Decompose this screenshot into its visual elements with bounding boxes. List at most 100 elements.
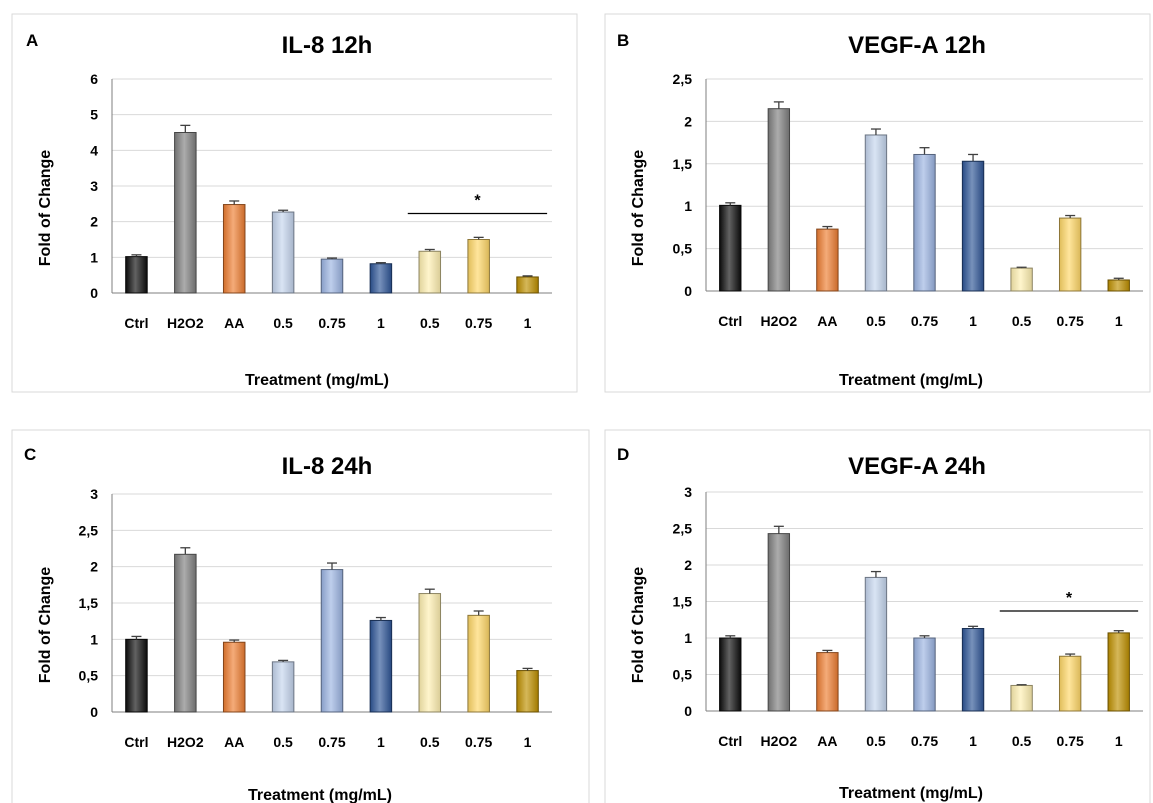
bar [1058, 217, 1082, 292]
x-tick-label: 1 [969, 733, 977, 749]
panel-a-frame [11, 13, 578, 393]
bar [174, 553, 197, 713]
bar [1107, 632, 1130, 712]
bar [271, 661, 295, 713]
panel-d: D VEGF-A 24h Fold of Change Treatment (m… [604, 429, 1151, 803]
x-tick-label: Ctrl [718, 733, 742, 749]
bar [271, 211, 295, 294]
y-tick-label: 0,5 [673, 241, 693, 257]
y-tick-label: 2,5 [673, 521, 693, 537]
y-tick-label: 0,5 [673, 667, 693, 683]
panel-c-title: IL-8 24h [282, 453, 373, 480]
x-tick-label: 1 [377, 734, 385, 750]
bar [467, 614, 490, 713]
x-tick-label: 1 [1115, 733, 1123, 749]
bar [516, 276, 539, 294]
panel-c-letter: C [24, 445, 36, 464]
y-tick-label: 3 [684, 484, 692, 500]
panel-b-ylabel: Fold of Change [630, 150, 647, 267]
panel-a-xlabel: Treatment (mg/mL) [245, 372, 389, 389]
panel-d-letter: D [617, 445, 629, 464]
y-tick-label: 2,5 [79, 522, 99, 538]
y-tick-label: 0 [90, 704, 98, 720]
bar [1010, 684, 1033, 712]
x-tick-label: 0.75 [911, 733, 938, 749]
bar [125, 638, 148, 713]
x-tick-label: 0.75 [318, 734, 345, 750]
x-tick-label: AA [224, 734, 244, 750]
panel-a-plot: 0 1 2 3 4 5 6 Ctrl H2O2 AA 0.5 0.75 1 0.5 0.75 1 * [90, 71, 552, 331]
bar [418, 250, 442, 294]
y-tick-label: 3 [90, 486, 98, 502]
x-tick-label: AA [817, 733, 837, 749]
panel-d-frame [604, 429, 1151, 803]
bar [816, 652, 839, 712]
panel-c-xlabel: Treatment (mg/mL) [248, 787, 392, 803]
panel-d-title: VEGF-A 24h [848, 453, 986, 480]
panel-d-plot: 0 0,5 1 1,5 2 2,5 3 Ctrl H2O2 AA 0.5 0.75 1 0.5 0.75 1 * [673, 484, 1143, 749]
bar [719, 637, 742, 712]
x-tick-label: H2O2 [761, 733, 798, 749]
panel-a-title: IL-8 12h [282, 32, 373, 59]
x-tick-label: AA [817, 313, 837, 329]
x-tick-label: H2O2 [167, 734, 204, 750]
bar [467, 239, 490, 294]
bar [1107, 279, 1130, 292]
x-tick-label: 0.5 [273, 734, 293, 750]
bar [222, 641, 246, 713]
x-tick-label: 0.5 [866, 733, 886, 749]
panel-b-letter: B [617, 31, 629, 50]
panel-c: C IL-8 24h Fold of Change Treatment (mg/… [11, 429, 590, 803]
x-tick-label: 0.5 [420, 734, 440, 750]
bar [913, 153, 936, 292]
x-tick-label: 0.75 [465, 315, 492, 331]
y-tick-label: 6 [90, 71, 98, 87]
x-tick-label: Ctrl [718, 313, 742, 329]
x-tick-label: 0.75 [1057, 313, 1084, 329]
y-tick-label: 2 [684, 557, 692, 573]
y-tick-label: 0 [90, 285, 98, 301]
bar [320, 569, 344, 713]
x-tick-label: 0.5 [420, 315, 440, 331]
x-tick-label: Ctrl [124, 734, 148, 750]
x-tick-label: 0.75 [465, 734, 492, 750]
x-tick-label: 0.75 [318, 315, 345, 331]
panel-c-plot: 0 0,5 1 1,5 2 2,5 3 Ctrl H2O2 AA 0.5 0.75 1 0.5 0.75 1 [79, 486, 552, 750]
bar [369, 619, 393, 713]
y-tick-label: 1 [684, 630, 692, 646]
panel-a-letter: A [26, 31, 38, 50]
bar [864, 576, 888, 712]
y-tick-label: 3 [90, 178, 98, 194]
x-tick-label: 0.75 [911, 313, 938, 329]
bar [767, 108, 791, 292]
bar [1010, 267, 1033, 292]
y-tick-label: 2 [684, 113, 692, 129]
panel-d-xlabel: Treatment (mg/mL) [839, 785, 983, 802]
significance-star: * [474, 192, 481, 209]
bar [961, 628, 985, 712]
panel-d-ylabel: Fold of Change [630, 567, 647, 684]
bar [174, 132, 197, 294]
bar [767, 533, 791, 712]
x-tick-label: 1 [969, 313, 977, 329]
y-tick-label: 0,5 [79, 668, 99, 684]
y-tick-label: 2,5 [673, 71, 693, 87]
x-tick-label: AA [224, 315, 244, 331]
x-tick-label: H2O2 [167, 315, 204, 331]
panel-a: A IL-8 12h Fold of Change Treatment (mg/… [11, 13, 578, 393]
panel-b-frame [604, 13, 1151, 393]
y-tick-label: 1,5 [673, 594, 693, 610]
x-tick-label: 0.5 [1012, 313, 1032, 329]
bar [125, 256, 148, 294]
x-tick-label: H2O2 [761, 313, 798, 329]
y-tick-label: 1,5 [79, 595, 99, 611]
x-tick-label: 0.5 [1012, 733, 1032, 749]
y-tick-label: 0 [684, 283, 692, 299]
x-tick-label: 1 [1115, 313, 1123, 329]
panel-c-ylabel: Fold of Change [37, 567, 54, 684]
y-tick-label: 2 [90, 559, 98, 575]
y-tick-label: 4 [90, 142, 98, 158]
y-tick-label: 1,5 [673, 156, 693, 172]
x-tick-label: 1 [524, 734, 532, 750]
